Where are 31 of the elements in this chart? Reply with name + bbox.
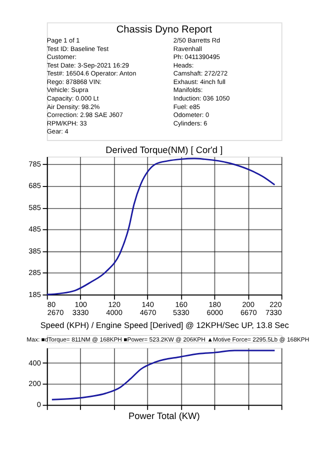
y-tick-label: 200 (28, 379, 41, 388)
x2-tick-label: 2670 (47, 308, 64, 318)
y-tick-label: 400 (28, 358, 41, 368)
x2-tick-label: 4000 (106, 308, 122, 318)
x-tick-label: 100 (74, 300, 87, 309)
y-tick-label: 185 (28, 290, 41, 299)
y-tick-label: 385 (28, 246, 41, 256)
x2-tick-label: 6000 (206, 308, 224, 318)
x-tick-label: 180 (208, 300, 221, 309)
x2-tick-label: 5330 (173, 308, 190, 318)
x-tick-label: 220 (270, 300, 282, 309)
x-tick-label: 80 (47, 300, 56, 309)
y-tick-label: 785 (28, 159, 41, 168)
line-series (51, 350, 276, 400)
x-tick-label: 160 (175, 300, 188, 309)
text: Power Total (KW) (128, 411, 200, 422)
y-tick-label: 685 (28, 181, 41, 190)
x2-tick-label: 7330 (265, 308, 282, 318)
x2-tick-label: 3330 (72, 308, 89, 318)
x-tick-label: 120 (108, 300, 120, 309)
text: Chassis Dyno Report (116, 24, 212, 36)
y-tick-label: 0 (36, 400, 41, 410)
x-tick-label: 140 (142, 300, 154, 309)
x2-tick-label: 4670 (140, 308, 156, 318)
x-axis-title: Speed (KPH) / Engine Speed [Derived] @ 12KPH/Sec UP, 13.8 Sec (40, 321, 289, 330)
x2-tick-label: 6670 (240, 308, 257, 318)
y-tick-label: 285 (28, 268, 41, 278)
x-tick-label: 200 (242, 300, 254, 309)
y-tick-label: 585 (28, 202, 41, 212)
y-tick-label: 485 (28, 224, 41, 234)
chart-title: Derived Torque(NM) [ Cor'd ] (106, 144, 223, 155)
